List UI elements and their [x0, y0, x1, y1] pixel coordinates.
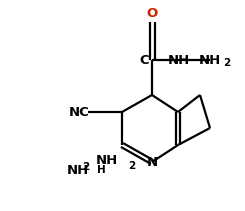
Text: NH: NH: [168, 54, 190, 66]
Text: N: N: [147, 156, 158, 169]
Text: 2: 2: [82, 162, 89, 172]
Text: O: O: [146, 7, 158, 20]
Text: H: H: [97, 165, 106, 175]
Text: 2: 2: [223, 58, 230, 68]
Text: NH: NH: [96, 154, 118, 168]
Text: NC: NC: [68, 106, 89, 119]
Text: NH: NH: [67, 164, 89, 176]
Text: C: C: [139, 54, 149, 66]
Text: 2: 2: [128, 161, 135, 171]
Text: NH: NH: [199, 54, 221, 66]
